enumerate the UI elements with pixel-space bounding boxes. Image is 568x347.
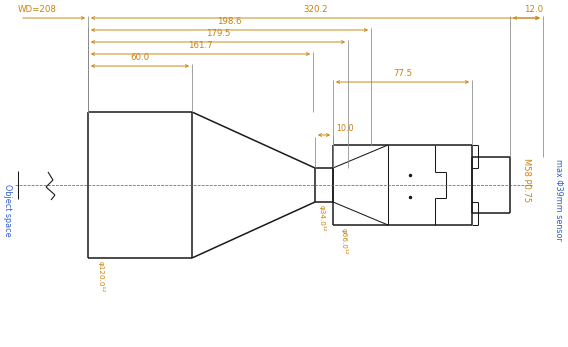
Text: M58 P0.75: M58 P0.75 (521, 158, 531, 202)
Text: 179.5: 179.5 (206, 29, 230, 38)
Text: φ66.0¹²: φ66.0¹² (341, 228, 348, 255)
Text: 12.0: 12.0 (524, 5, 543, 14)
Text: 320.2: 320.2 (303, 5, 328, 14)
Text: 60.0: 60.0 (131, 53, 149, 62)
Text: 77.5: 77.5 (393, 69, 412, 78)
Text: Object space: Object space (2, 184, 11, 236)
Text: 198.6: 198.6 (217, 17, 242, 26)
Text: max Φ39mm sensor: max Φ39mm sensor (554, 159, 563, 241)
Text: 161.7: 161.7 (188, 41, 213, 50)
Text: 10.0: 10.0 (336, 124, 353, 133)
Text: φ34.0¹²: φ34.0¹² (319, 205, 326, 232)
Text: φ120.0¹²: φ120.0¹² (98, 261, 105, 292)
Text: WD=208: WD=208 (18, 5, 57, 14)
